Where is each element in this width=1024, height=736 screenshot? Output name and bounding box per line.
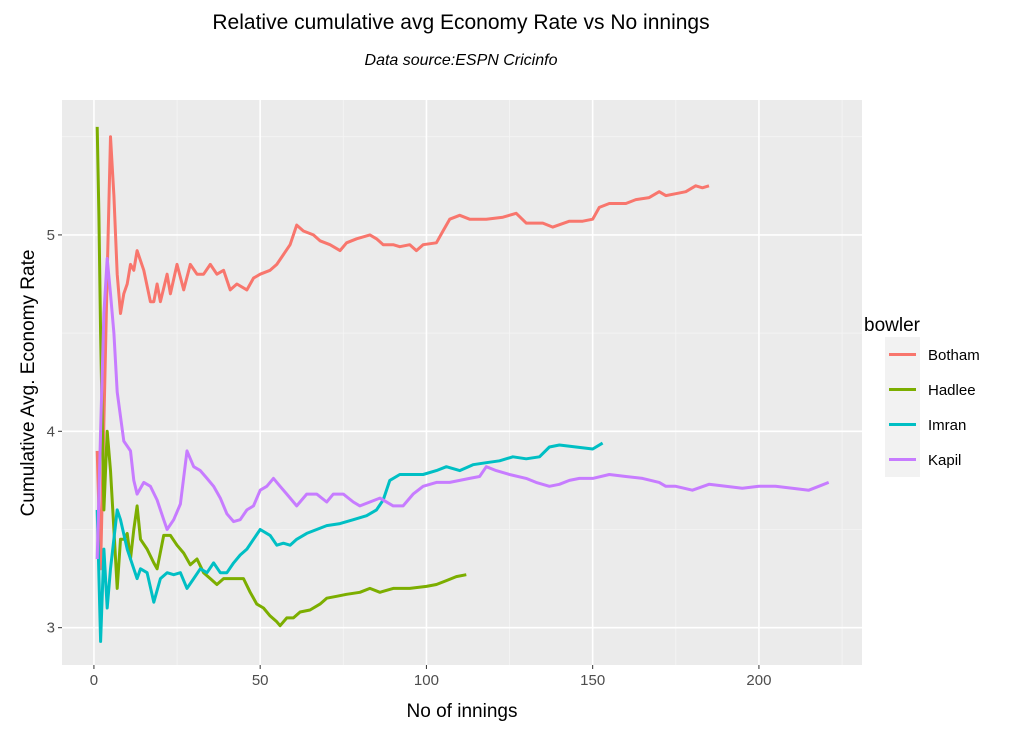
chart-title: Relative cumulative avg Economy Rate vs …: [212, 11, 709, 34]
legend-label-imran: Imran: [928, 417, 966, 434]
x-tick-label: 100: [414, 672, 439, 689]
series-line-botham: [95, 135, 710, 571]
legend-label-botham: Botham: [928, 347, 980, 364]
chart-subtitle: Data source:ESPN Cricinfo: [365, 52, 558, 69]
gridlines: [62, 100, 862, 665]
x-axis-label: No of innings: [407, 701, 518, 722]
y-tick-label: 3: [47, 620, 55, 637]
axes: 0 50 100 150 200 3 4 5: [47, 227, 772, 689]
series-line-kapil: [95, 257, 830, 560]
x-tick-label: 50: [252, 672, 269, 689]
series-line-hadlee: [95, 126, 467, 628]
legend: bowler Botham Hadlee Imran Kapil: [864, 315, 980, 477]
x-tick-label: 150: [580, 672, 605, 689]
legend-label-kapil: Kapil: [928, 452, 961, 469]
y-axis-label: Cumulative Avg. Economy Rate: [18, 250, 39, 517]
x-tick-label: 0: [90, 672, 98, 689]
series-lines: [95, 126, 830, 643]
legend-label-hadlee: Hadlee: [928, 382, 976, 399]
y-tick-label: 5: [47, 227, 55, 244]
legend-title: bowler: [864, 315, 921, 336]
plot-panel: [62, 100, 862, 665]
series-line-imran: [95, 441, 604, 643]
y-tick-label: 4: [47, 423, 55, 440]
x-tick-label: 200: [746, 672, 771, 689]
